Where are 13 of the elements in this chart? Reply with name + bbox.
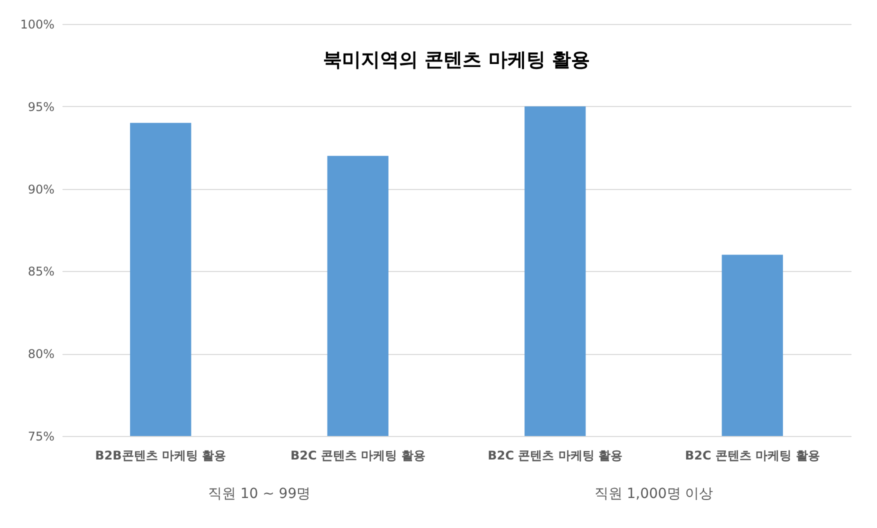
x-tick-label: B2B콘텐츠 마케팅 활용 (95, 448, 226, 462)
y-tick-label: 90% (28, 182, 54, 196)
y-tick-label: 95% (28, 100, 54, 114)
x-tick-label: B2C 콘텐츠 마케팅 활용 (684, 448, 820, 462)
text: 직원 10 ~ 99명 (208, 486, 311, 502)
y-tick-label: 85% (28, 264, 54, 279)
y-tick-label: 75% (28, 430, 54, 444)
y-tick-label: 80% (28, 347, 54, 362)
text: 직원 1,000명 이상 (594, 486, 714, 502)
x-tick-label: B2C 콘텐츠 마케팅 활용 (290, 448, 426, 462)
y-tick-label: 100% (20, 18, 54, 32)
x-tick-label: B2C 콘텐츠 마케팅 활용 (488, 448, 623, 462)
text: 북미지역의 콘텐츠 마케팅 활용 (323, 49, 590, 71)
